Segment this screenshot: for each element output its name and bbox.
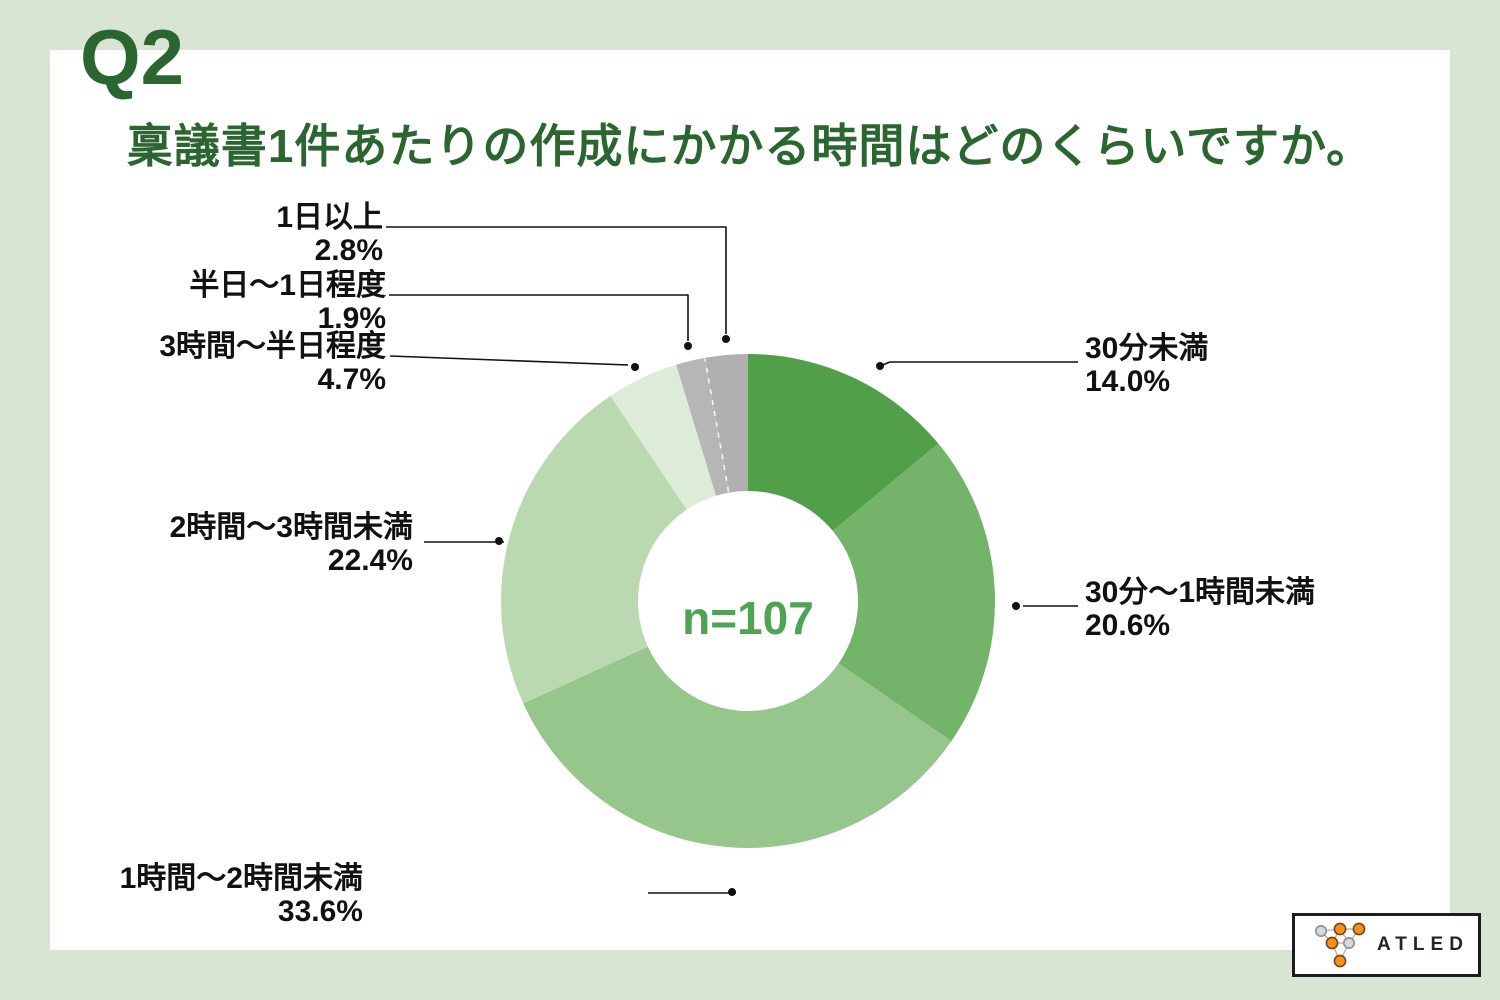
atled-logo: ATLED [1292,913,1481,977]
pie-slice-2 [523,646,952,849]
atled-molecule-icon [1315,922,1366,968]
slice-label-value: 20.6% [1085,609,1171,642]
slice-label-text: 2時間〜3時間未満 [169,511,413,544]
slice-label-text: 30分未満 [1085,332,1209,365]
slice-divider-dashed [704,358,730,492]
sample-size-label: n=107 [682,592,814,644]
logo-text: ATLED [1377,934,1469,955]
slice-label-value: 22.4% [327,544,413,577]
slice-label-30min-1h: 30分〜1時間未満 20.6% [1085,576,1315,642]
pie-slice-6 [704,354,748,493]
slice-label-text: 半日〜1日程度 [189,269,386,302]
question-number: Q2 [80,13,185,101]
pie-slice-5 [676,357,729,496]
pie-slice-3 [501,395,687,704]
pie-slice-4 [610,364,716,510]
slice-label-over-1day: 1日以上 2.8% [276,201,383,267]
slice-label-under-30min: 30分未満 14.0% [1085,332,1208,398]
chart-title: 稟議書1件あたりの作成にかかる時間はどのくらいですか。 [126,120,1374,172]
slice-label-text: 30分〜1時間未満 [1085,576,1316,609]
slice-label-2h-3h: 2時間〜3時間未満 22.4% [170,511,413,577]
slice-label-value: 4.7% [317,363,386,396]
slice-label-value: 33.6% [277,895,363,928]
slice-label-value: 14.0% [1085,365,1171,398]
slice-label-text: 1日以上 [276,201,383,234]
slice-label-3h-halfday: 3時間〜半日程度 4.7% [159,330,386,396]
leader-lines [386,226,1078,896]
slice-label-text: 3時間〜半日程度 [159,330,386,363]
slice-label-1h-2h: 1時間〜2時間未満 33.6% [120,862,363,928]
pie-slice-1 [832,443,995,742]
slice-label-value: 1.9% [317,302,386,335]
slice-label-value: 2.8% [314,234,383,267]
slice-label-text: 1時間〜2時間未満 [119,862,363,895]
slice-label-halfday-1day: 半日〜1日程度 1.9% [189,269,386,335]
pie-slice-0 [748,354,939,531]
